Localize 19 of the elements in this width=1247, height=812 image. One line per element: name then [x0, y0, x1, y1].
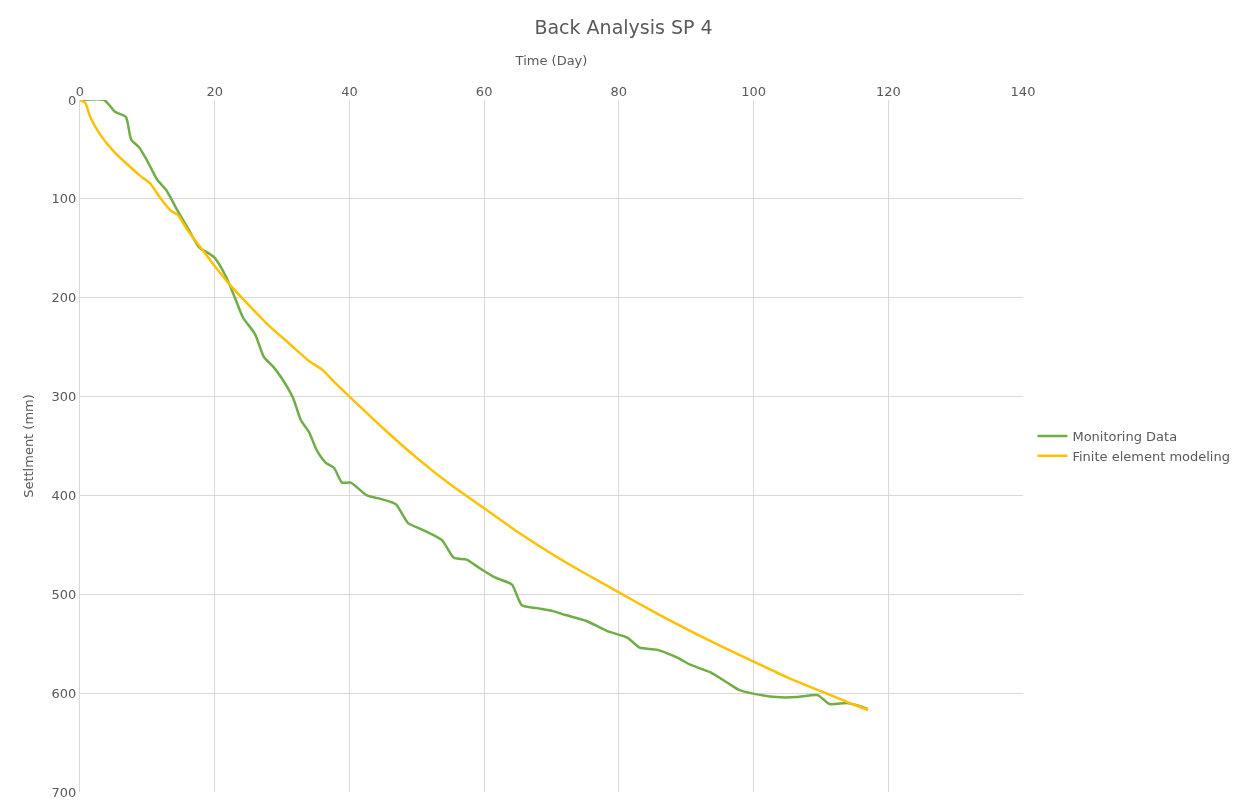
x-tick-label: 120 — [875, 84, 901, 100]
chart-title: Back Analysis SP 4 — [534, 15, 713, 38]
legend-label: Finite element modeling — [1072, 448, 1230, 464]
y-axis-title: Settlment (mm) — [20, 394, 36, 498]
x-axis-title: Time (Day) — [514, 53, 588, 69]
legend-label: Monitoring Data — [1072, 429, 1178, 445]
y-tick-label: 100 — [51, 191, 77, 207]
y-tick-label: 300 — [51, 389, 77, 405]
y-tick-label: 500 — [51, 586, 77, 602]
x-tick-label: 100 — [741, 84, 766, 100]
y-tick-label: 400 — [51, 487, 77, 503]
x-tick-label: 140 — [1010, 84, 1036, 100]
x-tick-label: 80 — [610, 84, 628, 100]
y-tick-label: 700 — [51, 784, 77, 800]
x-tick-label: 60 — [475, 84, 493, 100]
x-tick-label: 40 — [341, 84, 358, 100]
y-tick-label: 600 — [51, 685, 77, 701]
y-tick-label: 200 — [51, 290, 77, 306]
x-tick-label: 20 — [206, 84, 223, 100]
